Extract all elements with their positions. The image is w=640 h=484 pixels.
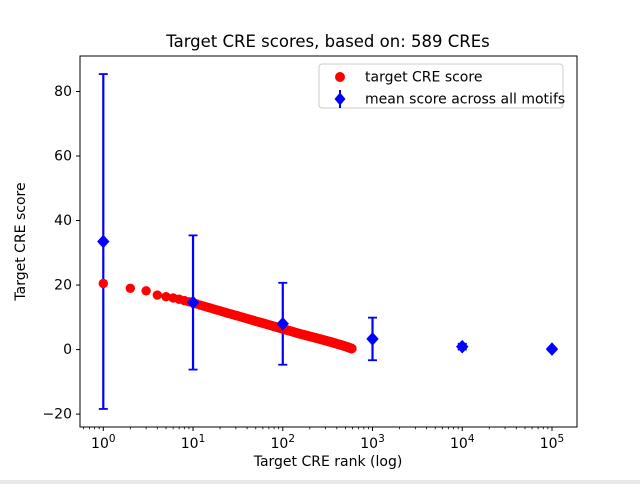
- target-score-dot: [125, 283, 136, 293]
- x-tick-label: 103: [360, 433, 385, 452]
- mean-score-diamond: [276, 316, 289, 331]
- target-score-dot: [152, 290, 163, 300]
- chart-content: 100 101 102 103 104 105 −20 0 20 40 60 80: [42, 73, 565, 452]
- plot-area: [80, 56, 577, 427]
- y-tick-label: 60: [54, 149, 72, 165]
- y-axis-label: Target CRE score: [13, 182, 29, 301]
- x-tick-label: 101: [181, 433, 206, 452]
- y-tick-label: 80: [54, 84, 72, 100]
- target-score-dot: [141, 286, 151, 296]
- mean-score-diamond: [186, 295, 200, 310]
- y-tick-label: 0: [63, 342, 72, 358]
- target-score-dot: [161, 291, 171, 302]
- legend-diamond-errorbar-icon: [334, 90, 346, 108]
- legend-circle-marker-icon: [335, 72, 345, 82]
- y-tick-label: 40: [54, 213, 72, 229]
- target-score-dot: [347, 343, 357, 354]
- y-tick-label: −20: [42, 407, 72, 423]
- y-tick-label: 20: [54, 278, 72, 294]
- x-tick-label: 102: [271, 433, 296, 452]
- legend-label-mean-score: mean score across all motifs: [365, 92, 565, 108]
- legend-box: [318, 63, 564, 109]
- axes-spines: [79, 55, 578, 428]
- legend-label-target-score: target CRE score: [365, 70, 482, 86]
- chart-title: Target CRE scores, based on: 589 CREs: [165, 32, 490, 51]
- x-tick-label: 100: [91, 433, 116, 452]
- target-score-dot: [98, 278, 108, 289]
- mean-score-diamond: [366, 332, 379, 346]
- mean-score-diamond: [456, 339, 469, 354]
- mean-score-diamond: [545, 342, 559, 356]
- mean-score-diamond: [97, 234, 110, 249]
- x-axis-label: Target CRE rank (log): [253, 454, 403, 470]
- legend: target CRE score mean score across all m…: [318, 63, 565, 109]
- x-tick-label: 105: [540, 433, 565, 452]
- x-tick-label: 104: [450, 433, 475, 452]
